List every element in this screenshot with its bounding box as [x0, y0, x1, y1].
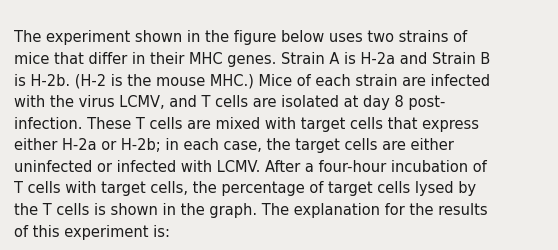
Text: The experiment shown in the figure below uses two strains of
mice that differ in: The experiment shown in the figure below… — [14, 30, 490, 238]
